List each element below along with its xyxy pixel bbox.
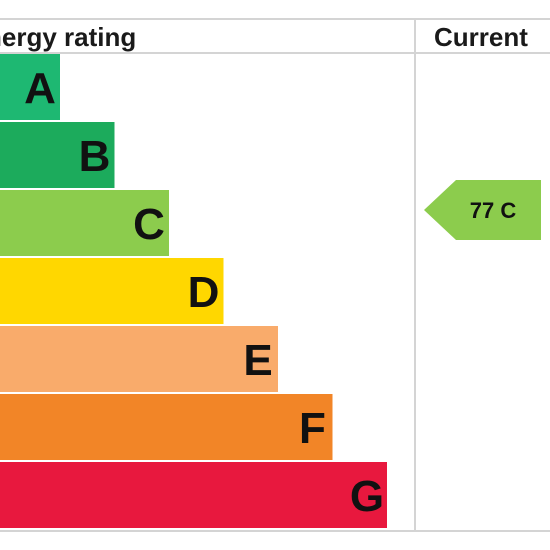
band-d-bar bbox=[0, 258, 224, 324]
band-a-label: A bbox=[24, 64, 56, 113]
energy-rating-header: nergy rating bbox=[0, 22, 137, 52]
current-rating-arrow bbox=[424, 180, 541, 240]
band-g-label: G bbox=[350, 472, 384, 521]
top-border bbox=[0, 18, 550, 20]
band-c-label: C bbox=[133, 200, 165, 249]
column-divider bbox=[414, 18, 416, 532]
band-e-label: E bbox=[243, 336, 272, 385]
band-f-label: F bbox=[299, 404, 326, 453]
current-header: Current bbox=[434, 22, 528, 52]
band-e-bar bbox=[0, 326, 278, 392]
current-rating-label: 77 C bbox=[470, 198, 517, 223]
band-d-label: D bbox=[188, 268, 220, 317]
band-f-bar bbox=[0, 394, 333, 460]
band-g-bar bbox=[0, 462, 387, 528]
bottom-border bbox=[0, 530, 550, 532]
band-c-bar bbox=[0, 190, 169, 256]
band-a-bar bbox=[0, 54, 60, 120]
header-divider bbox=[0, 52, 550, 54]
band-b-label: B bbox=[79, 132, 111, 181]
band-b-bar bbox=[0, 122, 115, 188]
